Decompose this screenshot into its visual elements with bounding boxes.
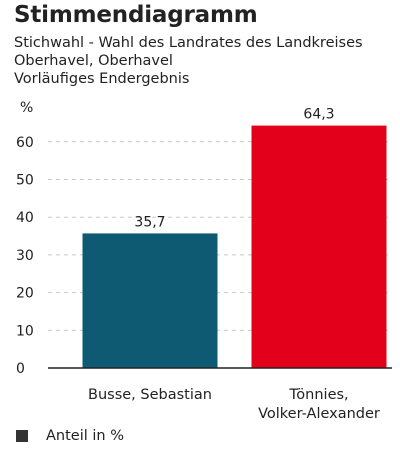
y-axis-unit-label: % bbox=[20, 100, 33, 116]
y-tick-label: 40 bbox=[16, 210, 34, 226]
y-tick-label: 10 bbox=[16, 323, 34, 339]
subtitle-line-1: Stichwahl - Wahl des Landrates des Landk… bbox=[14, 35, 363, 51]
subtitle-line-2: Oberhavel, Oberhavel bbox=[14, 53, 173, 69]
chart-title: Stimmendiagramm bbox=[14, 2, 258, 28]
y-tick-label: 0 bbox=[16, 361, 25, 377]
bar-value-label: 64,3 bbox=[303, 107, 334, 123]
bar-value-label: 35,7 bbox=[134, 214, 165, 230]
x-category-label: Tönnies, bbox=[288, 387, 348, 403]
y-tick-label: 50 bbox=[16, 173, 34, 189]
legend: Anteil in % bbox=[16, 428, 124, 444]
bar bbox=[251, 125, 387, 369]
legend-swatch bbox=[16, 430, 28, 442]
bar bbox=[82, 233, 218, 368]
subtitle-line-3: Vorläufiges Endergebnis bbox=[14, 71, 190, 87]
y-tick-label: 60 bbox=[16, 135, 34, 151]
y-tick-label: 30 bbox=[16, 248, 34, 264]
x-category-label: Busse, Sebastian bbox=[88, 387, 212, 403]
legend-label: Anteil in % bbox=[46, 428, 124, 444]
x-category-label: Volker-Alexander bbox=[258, 406, 380, 422]
y-tick-label: 20 bbox=[16, 286, 34, 302]
